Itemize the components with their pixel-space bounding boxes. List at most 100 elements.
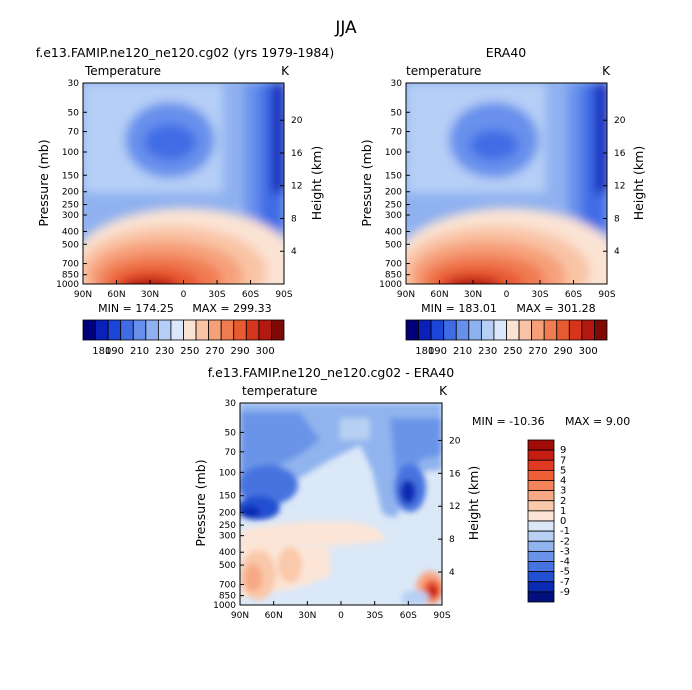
- y2-tick-label: 20: [614, 116, 626, 126]
- y-tick-label: 200: [385, 188, 402, 198]
- min-label: MIN = 183.01: [421, 302, 497, 315]
- x-tick-label: 30S: [208, 290, 225, 300]
- colorbar-label: 230: [155, 346, 174, 357]
- colorbar-label: 290: [553, 346, 572, 357]
- max-label: MAX = 301.28: [516, 302, 595, 315]
- colorbar-box: [145, 319, 159, 341]
- colorbar-box: [480, 319, 495, 341]
- x-tick-label: 30N: [464, 290, 482, 300]
- y-tick-label: 250: [62, 201, 79, 211]
- colorbar-label: 270: [528, 346, 547, 357]
- colorbar-box: [527, 540, 555, 552]
- y2-tick-label: 4: [614, 247, 620, 257]
- colorbar-box: [208, 319, 222, 341]
- colorbar-label: 210: [130, 346, 149, 357]
- colorbar-label: 300: [256, 346, 275, 357]
- x-tick-label: 60S: [565, 290, 582, 300]
- colorbar-box: [581, 319, 595, 341]
- colorbar-box: [527, 469, 555, 481]
- colorbar-label: 180: [415, 346, 434, 357]
- colorbar-box: [95, 319, 109, 341]
- contour-field: [240, 403, 442, 605]
- colorbar-label: 210: [453, 346, 472, 357]
- y-tick-label: 150: [219, 492, 236, 502]
- max-label: MAX = 9.00: [565, 415, 630, 428]
- x-tick-label: 30N: [141, 290, 159, 300]
- y-tick-label: 700: [219, 580, 236, 590]
- colorbar-label: 5: [560, 465, 566, 476]
- y-tick-label: 300: [385, 211, 402, 221]
- colorbar-label: 300: [579, 346, 598, 357]
- panel-units-label: K: [439, 384, 448, 398]
- y-tick-label: 100: [385, 148, 402, 158]
- colorbar-label: -4: [560, 557, 570, 568]
- y-tick-label: 850: [219, 592, 236, 602]
- axis-ticks: 90N 60N 30N 0 30S 60S 90S 30 50 70 100 150 200 250300…: [56, 79, 303, 300]
- y-tick-label: 50: [391, 108, 403, 118]
- y-tick-label: 500: [219, 561, 236, 571]
- y-tick-label: 850: [62, 271, 79, 281]
- y2-tick-label: 8: [449, 535, 455, 545]
- colorbar-box: [220, 319, 235, 341]
- y-tick-label: 30: [68, 79, 80, 89]
- y-tick-label: 1000: [213, 601, 236, 611]
- colorbar-box: [594, 319, 608, 341]
- y-tick-label: 50: [68, 108, 80, 118]
- figure-title: JJA: [334, 18, 357, 38]
- colorbar-box: [233, 319, 247, 341]
- y-tick-label: 100: [219, 468, 236, 478]
- y-tick-label: 400: [385, 227, 402, 237]
- x-tick-label: 90N: [74, 290, 92, 300]
- x-tick-label: 0: [338, 611, 344, 621]
- y-tick-label: 70: [68, 128, 80, 138]
- colorbar-box: [170, 319, 184, 341]
- panel-variable-label: temperature: [406, 64, 481, 78]
- y-tick-label: 50: [225, 428, 237, 438]
- colorbar-box: [527, 571, 555, 583]
- colorbar-label: 230: [478, 346, 497, 357]
- colorbar-label: 2: [560, 496, 566, 507]
- colorbar-box: [271, 319, 285, 341]
- y-tick-label: 700: [62, 260, 79, 270]
- x-tick-label: 90N: [231, 611, 249, 621]
- colorbar-box: [527, 581, 555, 593]
- colorbar-box: [527, 520, 555, 532]
- colorbar-label: 250: [503, 346, 522, 357]
- x-tick-label: 0: [504, 290, 510, 300]
- colorbar-label: -2: [560, 536, 570, 547]
- x-tick-label: 90N: [397, 290, 415, 300]
- colorbar-label: 0: [560, 516, 566, 527]
- x-tick-label: 30S: [531, 290, 548, 300]
- colorbar-label: -9: [560, 587, 570, 598]
- y2-tick-label: 12: [449, 502, 460, 512]
- colorbar-box: [132, 319, 147, 341]
- colorbar-box: [258, 319, 272, 341]
- colorbar-box: [455, 319, 470, 341]
- y-tick-label: 300: [219, 532, 236, 542]
- panel-title: f.e13.FAMIP.ne120_ne120.cg02 - ERA40: [208, 365, 455, 380]
- axis-ticks: 90N 60N 30N 0 30S 60S 90S 30 50 70 100 150 200 250300…: [213, 399, 461, 621]
- colorbar-box: [527, 500, 555, 512]
- y-tick-label: 150: [62, 171, 79, 181]
- y2-tick-label: 8: [614, 214, 620, 224]
- colorbar-box: [430, 319, 445, 341]
- colorbar-box: [245, 319, 260, 341]
- colorbar-label: 4: [560, 476, 566, 487]
- y-tick-label: 700: [385, 260, 402, 270]
- y2-tick-label: 16: [449, 469, 461, 479]
- colorbar-box: [506, 319, 520, 341]
- panel-variable-label: Temperature: [84, 64, 161, 78]
- colorbar-box: [443, 319, 457, 341]
- colorbar-box: [493, 319, 507, 341]
- axis-ticks: 90N 60N 30N 0 30S 60S 90S 30 50 70 100 150 200 250300…: [379, 79, 626, 300]
- y2-tick-label: 20: [449, 436, 461, 446]
- y-tick-label: 400: [62, 227, 79, 237]
- y-tick-label: 1000: [56, 280, 79, 290]
- min-label: MIN = -10.36: [472, 415, 545, 428]
- y-tick-label: 150: [385, 171, 402, 181]
- colorbar-label: -7: [560, 577, 570, 588]
